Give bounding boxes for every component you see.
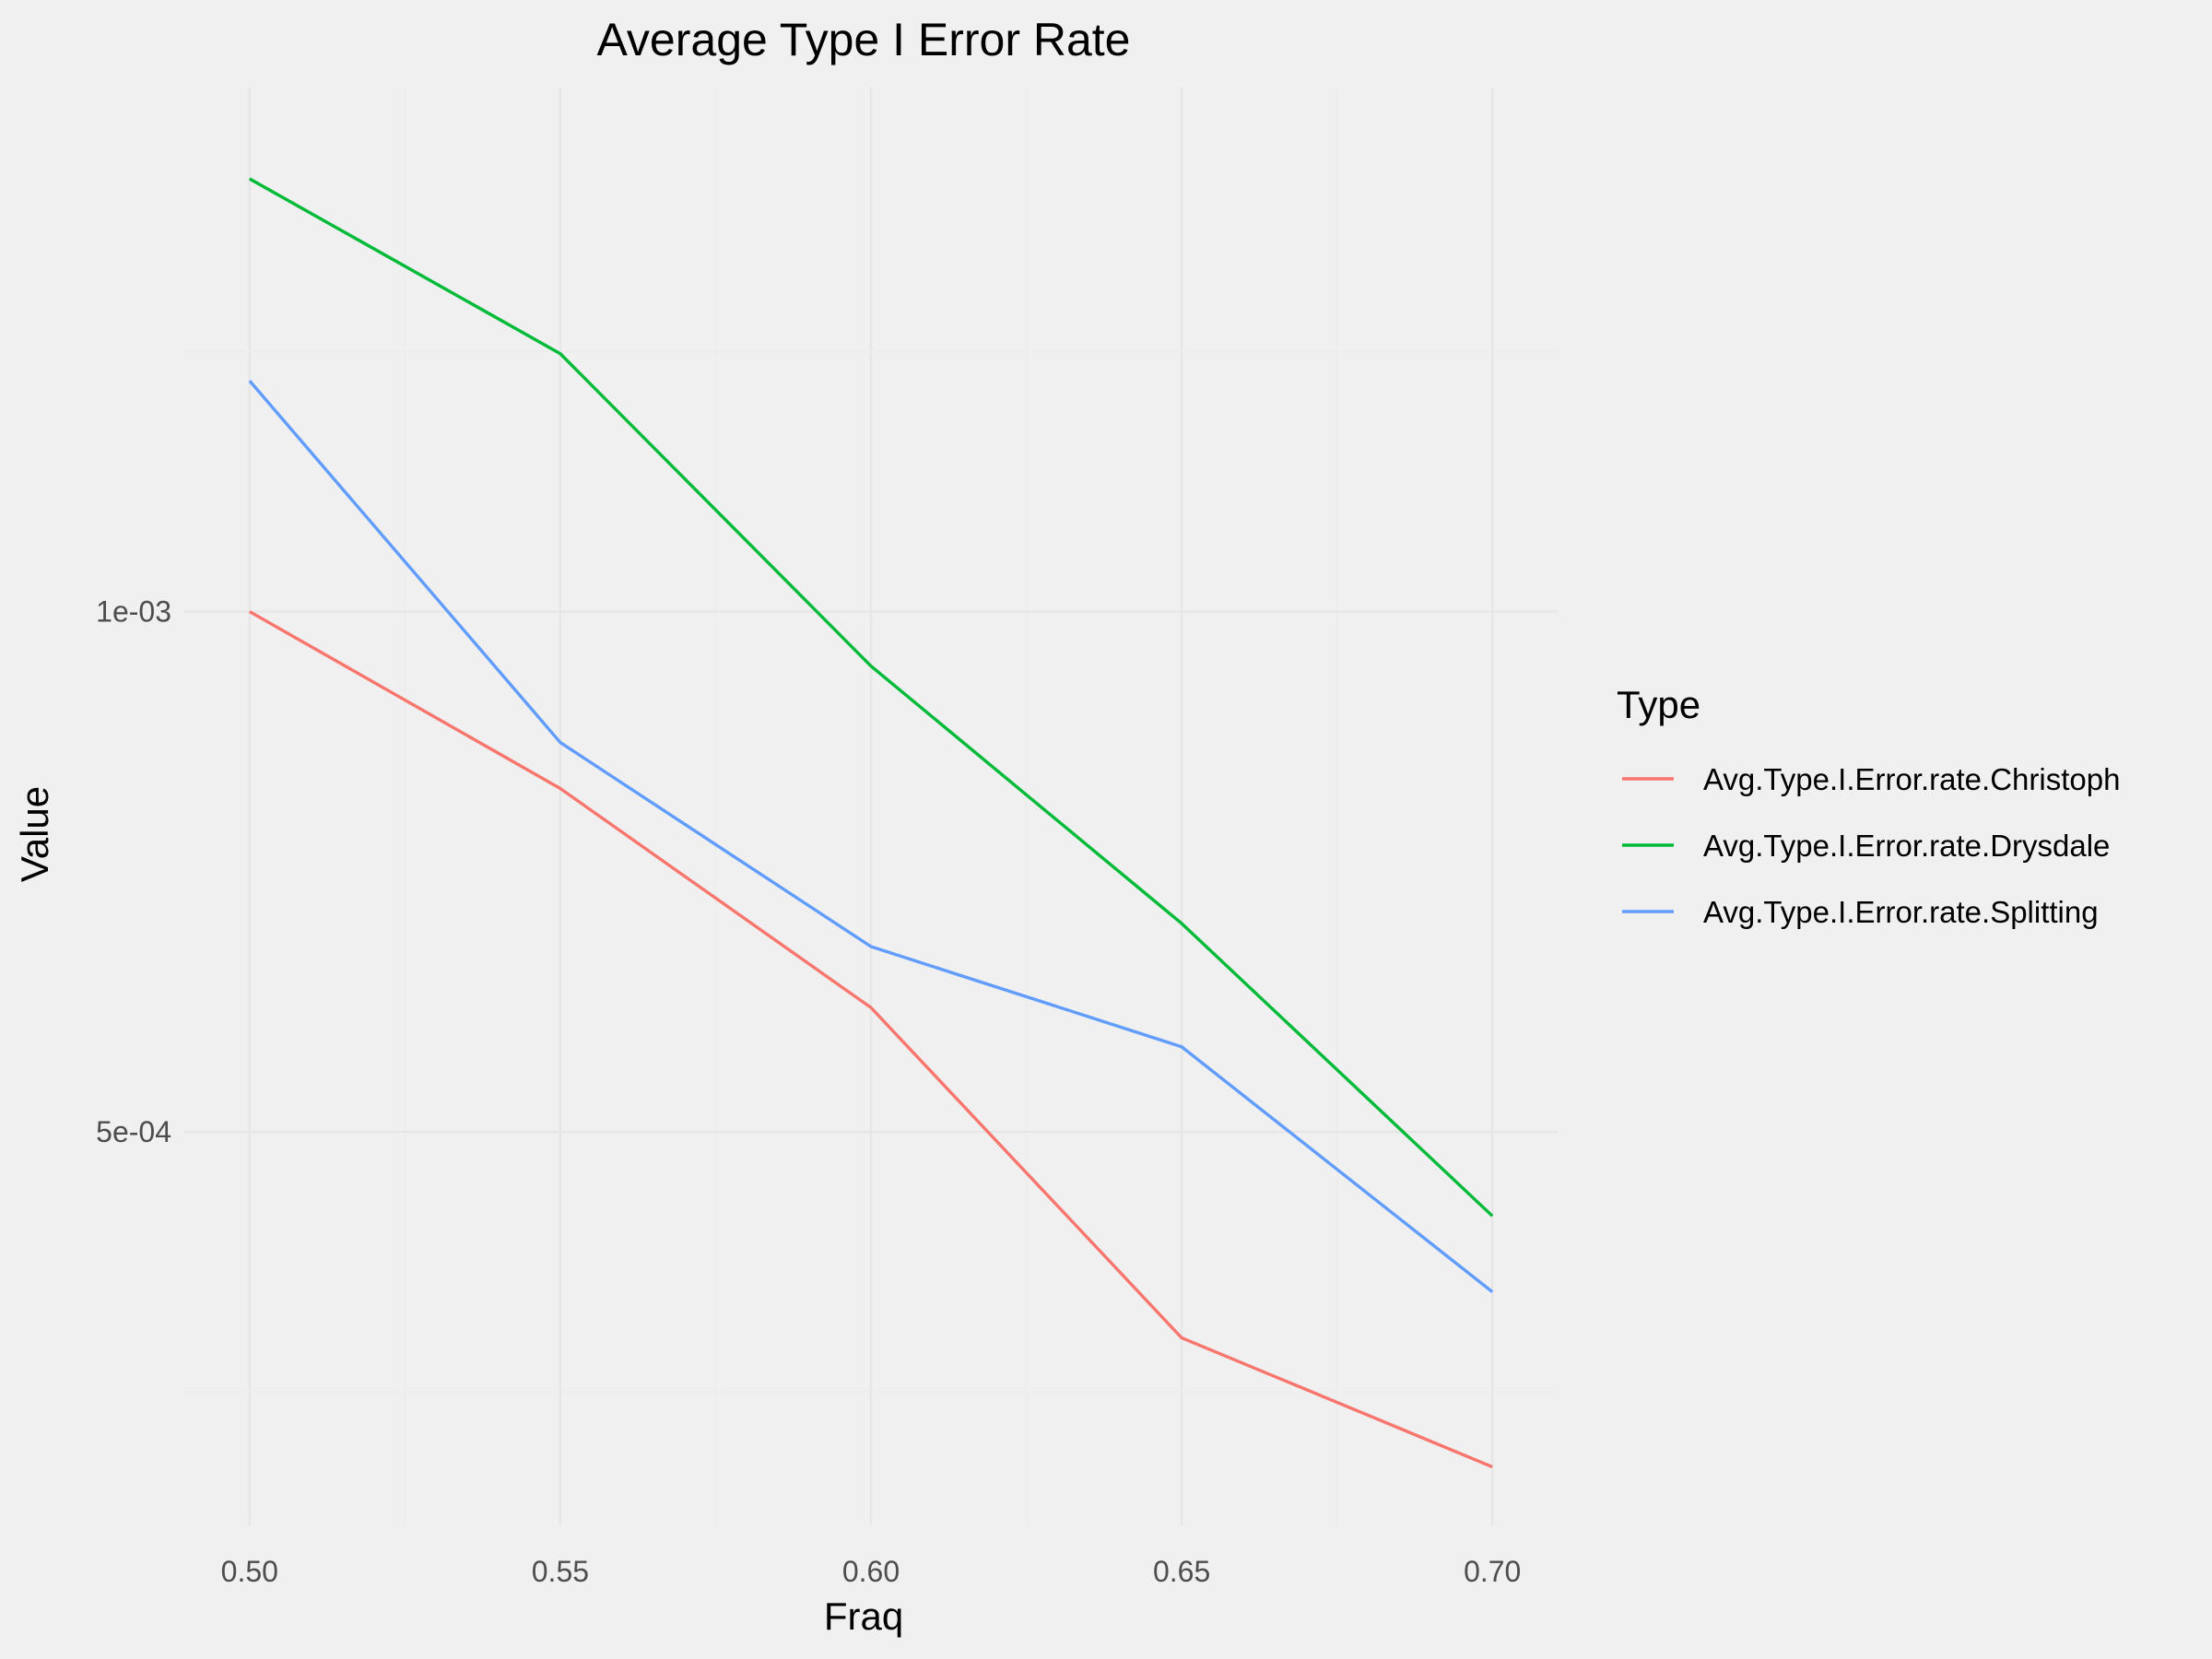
legend-item: Avg.Type.I.Error.rate.Drysdale [1622,829,2110,863]
legend-label: Avg.Type.I.Error.rate.Splitting [1703,895,2099,929]
x-axis-ticks: 0.50 0.55 0.60 0.65 0.70 [221,1555,1522,1588]
x-tick-label: 0.70 [1464,1555,1521,1588]
series-lines [248,177,1494,1469]
series-line-1 [248,610,1493,1469]
legend-item: Avg.Type.I.Error.rate.Christoph [1622,762,2120,796]
legend-items: Avg.Type.I.Error.rate.Christoph Avg.Type.… [1622,762,2120,929]
legend-item: Avg.Type.I.Error.rate.Splitting [1622,895,2099,929]
x-tick-label: 0.55 [532,1555,589,1588]
y-tick-label: 1e-03 [96,595,171,629]
y-tick-label: 5e-04 [96,1115,171,1148]
x-tick-label: 0.60 [842,1555,900,1588]
y-axis-ticks: 1e-03 5e-04 [96,595,171,1148]
legend-label: Avg.Type.I.Error.rate.Drysdale [1703,829,2110,863]
x-tick-label: 0.65 [1153,1555,1210,1588]
x-axis-title: Fraq [824,1594,903,1638]
series-line-2 [248,177,1494,1218]
legend-title: Type [1617,683,1700,726]
legend: Type Avg.Type.I.Error.rate.ChristophAvg.… [1617,683,2120,929]
series-line-3 [248,380,1494,1294]
legend-label: Avg.Type.I.Error.rate.Christoph [1703,762,2120,796]
y-axis-title: Value [13,786,56,882]
chart-title: Average Type I Error Rate [596,14,1130,65]
grid [184,88,1558,1525]
x-tick-label: 0.50 [221,1555,278,1588]
